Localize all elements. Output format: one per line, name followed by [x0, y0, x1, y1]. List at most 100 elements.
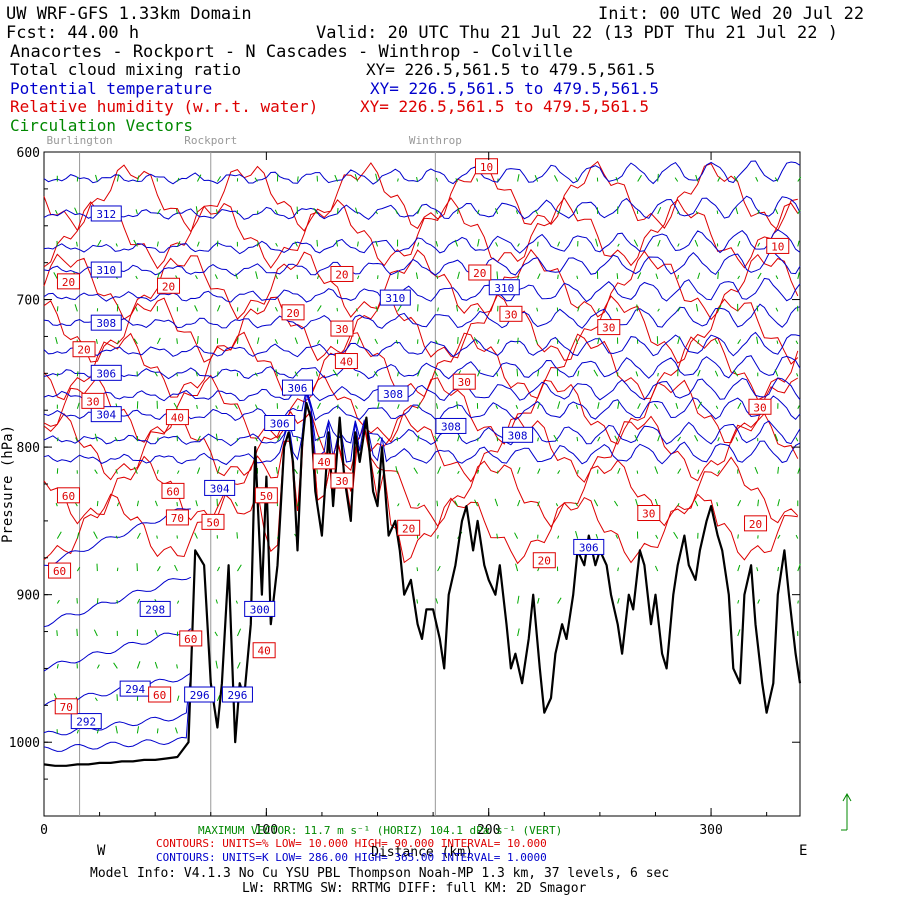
vector-arrow: [93, 629, 98, 637]
vector-arrow: [797, 272, 800, 280]
vector-arrow: [697, 401, 702, 409]
vector-arrow: [737, 534, 739, 539]
vector-arrow: [534, 209, 539, 215]
rh-contour-line: [43, 331, 799, 401]
vector-arrow: [797, 240, 800, 247]
vector-arrow: [657, 173, 659, 182]
vector-arrow: [116, 567, 119, 572]
rh-contour-label-text: 60: [53, 565, 66, 578]
vector-arrow: [657, 308, 660, 312]
vector-arrow: [417, 369, 421, 377]
vector-arrow: [417, 402, 421, 409]
theta-contour-line: [43, 251, 801, 277]
rh-contour-label-box: [157, 277, 181, 294]
vector-arrow: [296, 436, 298, 442]
theta-contour-label: 296: [221, 686, 253, 703]
vector-arrow: [694, 435, 699, 442]
rh-contour-label: 60: [148, 686, 172, 703]
rh-contours: [43, 160, 799, 565]
vector-arrow: [535, 339, 539, 345]
rh-contour-line: [43, 410, 799, 528]
vector-arrow: [677, 468, 682, 474]
vector-arrow: [517, 337, 519, 344]
theta-contour-label-box: [139, 600, 171, 617]
vector-arrow: [654, 498, 659, 507]
vector-arrow: [254, 177, 258, 182]
vector-arrow: [74, 304, 78, 312]
rh-contour-label: 50: [201, 513, 225, 530]
theta-contour-line: [43, 195, 801, 221]
vector-arrow: [234, 501, 238, 507]
vector-arrow: [216, 209, 218, 215]
vector-arrow: [575, 404, 579, 409]
theta-contour-label: 310: [379, 289, 411, 306]
vector-arrow: [56, 599, 60, 604]
vector-arrow: [397, 503, 400, 507]
vector-arrow: [136, 726, 140, 734]
vector-arrow: [136, 500, 139, 507]
vector-arrow: [195, 206, 198, 215]
vector-arrow: [477, 469, 480, 474]
vector-arrow: [677, 307, 681, 312]
vector-arrow: [777, 534, 781, 539]
vector-arrow: [593, 499, 599, 507]
vector-arrow: [697, 272, 701, 280]
vector-arrow: [357, 275, 360, 280]
vector-arrow: [617, 401, 620, 409]
vector-arrow: [196, 335, 199, 344]
vector-arrow: [755, 176, 759, 182]
vector-arrow: [215, 405, 218, 409]
vector-arrow: [575, 177, 579, 182]
vector-arrow: [577, 469, 579, 474]
rh-contour-label: 20: [468, 264, 492, 281]
theta-contour-label: 308: [90, 314, 122, 331]
vector-arrow: [515, 404, 519, 409]
vector-arrow: [116, 174, 120, 182]
location-label-burlington: Burlington: [46, 134, 112, 147]
rh-contour-label-text: 50: [206, 516, 219, 529]
vector-arrow: [194, 532, 198, 539]
vector-arrow: [156, 337, 161, 345]
vector-arrow: [294, 337, 298, 344]
theta-contour-label-box: [90, 261, 122, 278]
theta-contour-label-text: 310: [494, 282, 514, 295]
vector-arrow: [215, 599, 218, 604]
vector-arrow: [517, 243, 520, 247]
vector-arrow: [56, 306, 59, 312]
vector-arrow: [777, 466, 779, 474]
vector-arrow: [657, 206, 662, 215]
vector-arrow: [717, 176, 721, 182]
cross-section-route: Anacortes - Rockport - N Cascades - Wint…: [10, 42, 573, 62]
vector-arrow: [254, 437, 258, 442]
rh-contour-label: 70: [54, 698, 78, 715]
vector-arrow: [156, 241, 159, 247]
vector-arrow: [417, 502, 420, 507]
vector-arrow: [554, 175, 559, 182]
rh-contour-label: 60: [56, 487, 80, 504]
rh-contour-label-box: [330, 320, 354, 337]
vector-arrow: [76, 371, 79, 377]
x-tick-label: 300: [699, 823, 722, 838]
vector-arrow: [56, 664, 59, 669]
vector-arrow: [135, 209, 138, 215]
vector-arrow: [154, 629, 158, 637]
theta-contour-label: 308: [502, 426, 534, 443]
vector-arrow: [294, 241, 298, 247]
rh-contour-label: 30: [452, 373, 476, 390]
vector-arrow: [437, 307, 439, 312]
rh-contour-label-text: 60: [62, 490, 75, 503]
theta-contour-label: 300: [244, 600, 276, 617]
vector-arrow: [517, 174, 520, 182]
vector-arrow: [557, 470, 561, 474]
vector-arrow: [497, 339, 500, 344]
theta-contour-label-box: [244, 600, 276, 617]
field-name-rh: Relative humidity (w.r.t. water): [10, 97, 318, 116]
vector-arrow: [216, 371, 219, 377]
rh-contour-label-text: 60: [166, 485, 179, 498]
vector-arrow: [474, 499, 479, 507]
vector-arrow: [156, 728, 159, 734]
vector-arrow: [737, 240, 741, 247]
vector-arrow: [55, 209, 58, 215]
rh-contour-label-text: 20: [286, 307, 299, 320]
vector-arrow: [575, 207, 579, 215]
